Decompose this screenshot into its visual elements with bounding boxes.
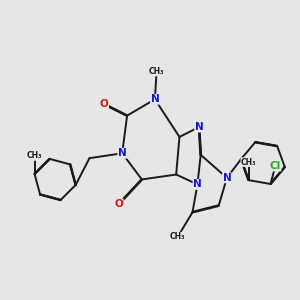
Text: CH₃: CH₃ (170, 232, 186, 241)
Text: N: N (151, 94, 159, 104)
Text: CH₃: CH₃ (241, 158, 256, 166)
Text: O: O (115, 199, 123, 209)
Text: CH₃: CH₃ (27, 152, 42, 160)
Text: Cl: Cl (270, 161, 281, 171)
Text: CH₃: CH₃ (149, 67, 164, 76)
Text: N: N (193, 179, 202, 189)
Text: N: N (195, 122, 203, 132)
Text: N: N (223, 173, 231, 183)
Text: N: N (118, 148, 127, 158)
Text: O: O (100, 99, 109, 109)
